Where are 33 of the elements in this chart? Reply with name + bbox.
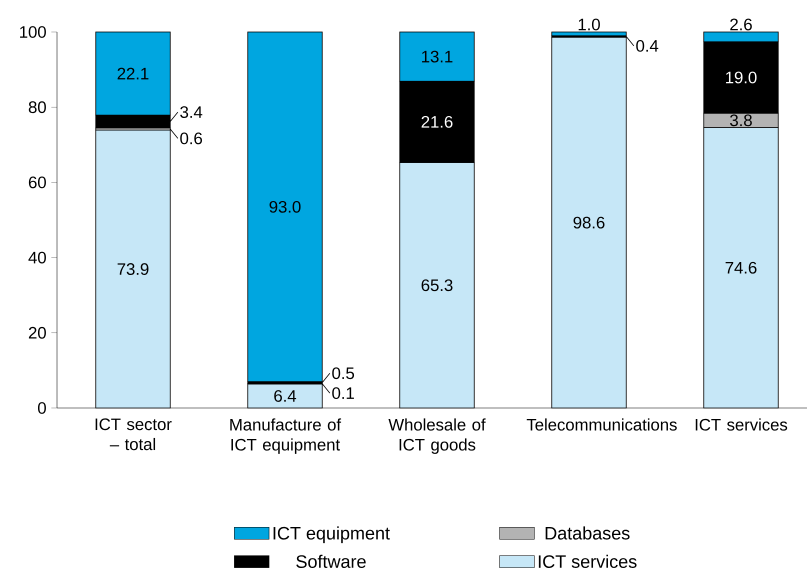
data-label: 0.1 bbox=[332, 387, 354, 400]
y-tick-label: 40 bbox=[28, 252, 46, 264]
data-label: 0.4 bbox=[636, 40, 658, 52]
data-label: 1.0 bbox=[578, 18, 600, 30]
data-label: 65.3 bbox=[422, 279, 452, 292]
y-tick-label: 60 bbox=[28, 176, 46, 188]
y-tick-label: 20 bbox=[28, 326, 46, 339]
data-label: 93.0 bbox=[270, 200, 301, 213]
x-tick-label: ICT sector – total bbox=[96, 418, 172, 450]
y-tick-label: 0 bbox=[38, 402, 46, 414]
data-label: 98.6 bbox=[574, 216, 604, 229]
data-label: 74.6 bbox=[726, 262, 756, 274]
x-tick-label: Manufacture of ICT equipment bbox=[230, 418, 342, 454]
data-label: 73.9 bbox=[118, 263, 148, 275]
data-label: 19.0 bbox=[726, 72, 757, 84]
data-label: 0.5 bbox=[332, 367, 354, 380]
data-label: 3.8 bbox=[730, 114, 752, 126]
x-tick-label: ICT services bbox=[696, 418, 788, 431]
y-tick-label: 80 bbox=[28, 101, 46, 114]
legend-label: ICT equipment bbox=[274, 526, 390, 544]
data-label: 2.6 bbox=[730, 18, 752, 30]
x-tick-label: Wholesale of ICT goods bbox=[388, 418, 486, 454]
data-label: 22.1 bbox=[118, 68, 148, 80]
legend-label: Software bbox=[296, 554, 366, 568]
x-tick-label: Telecommunications bbox=[526, 418, 677, 431]
data-label: 0.6 bbox=[180, 132, 202, 144]
legend-label: ICT services bbox=[538, 554, 637, 568]
data-label: 3.4 bbox=[180, 106, 202, 118]
data-label: 6.4 bbox=[274, 390, 296, 402]
y-tick-label: 100 bbox=[20, 26, 46, 38]
legend-label: Databases bbox=[546, 526, 630, 540]
data-label: 13.1 bbox=[422, 50, 452, 63]
data-label: 21.6 bbox=[422, 116, 452, 128]
